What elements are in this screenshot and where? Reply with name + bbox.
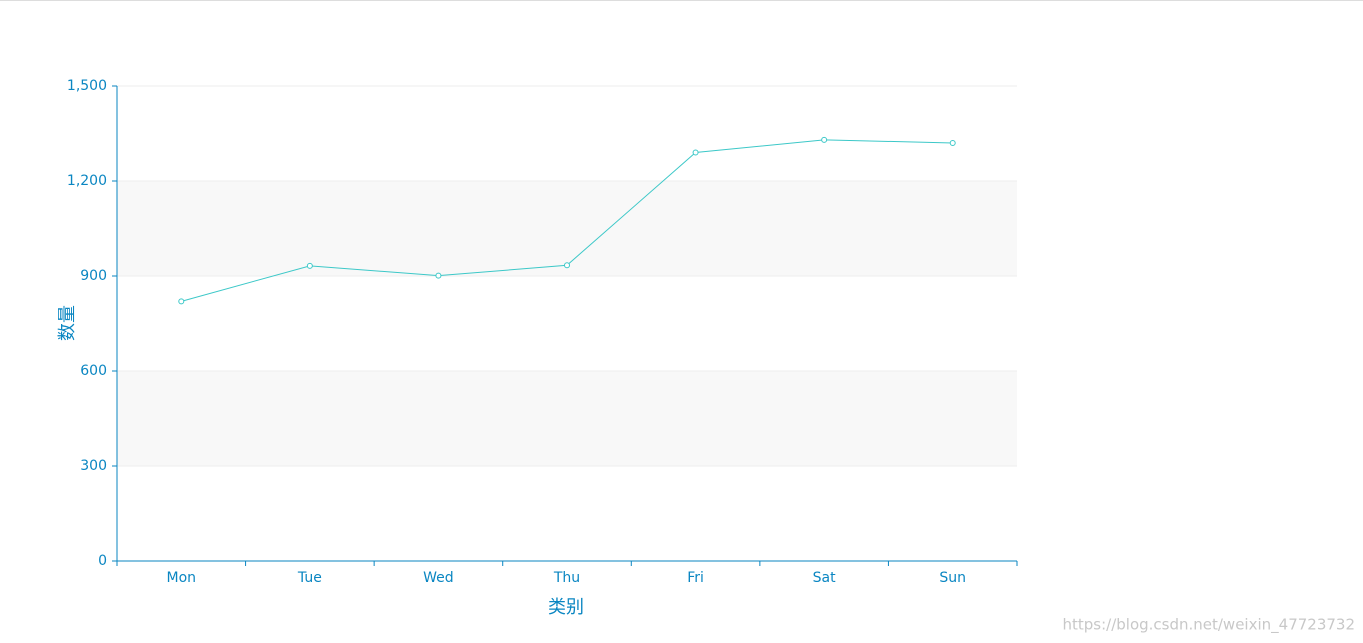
y-tick-label: 0 xyxy=(98,553,107,569)
watermark: https://blog.csdn.net/weixin_47723732 xyxy=(1062,616,1355,635)
x-axis-label: 类别 xyxy=(548,597,584,618)
point xyxy=(306,262,313,269)
split-area xyxy=(117,86,1017,181)
y-tick-label: 1,500 xyxy=(67,78,107,94)
y-tick-label: 1,200 xyxy=(67,173,107,189)
point xyxy=(178,298,185,305)
point xyxy=(692,149,699,156)
x-tick-label: Tue xyxy=(297,570,322,586)
x-tick-label: Wed xyxy=(423,570,454,586)
point xyxy=(821,136,828,143)
y-axis-label: 数量 xyxy=(57,305,78,341)
split-area xyxy=(117,371,1017,466)
y-tick-label: 300 xyxy=(80,458,107,474)
x-tick-label: Sat xyxy=(813,570,836,586)
x-tick-label: Mon xyxy=(167,570,197,586)
split-area xyxy=(117,466,1017,561)
split-area xyxy=(117,276,1017,371)
point xyxy=(435,272,442,279)
y-tick-label: 900 xyxy=(80,268,107,284)
x-tick-label: Thu xyxy=(553,570,580,586)
split-area xyxy=(117,181,1017,276)
point xyxy=(564,262,570,269)
x-tick-label: Sun xyxy=(939,570,966,586)
y-tick-label: 600 xyxy=(80,363,107,379)
x-tick-label: Fri xyxy=(687,570,704,586)
point xyxy=(949,140,956,146)
